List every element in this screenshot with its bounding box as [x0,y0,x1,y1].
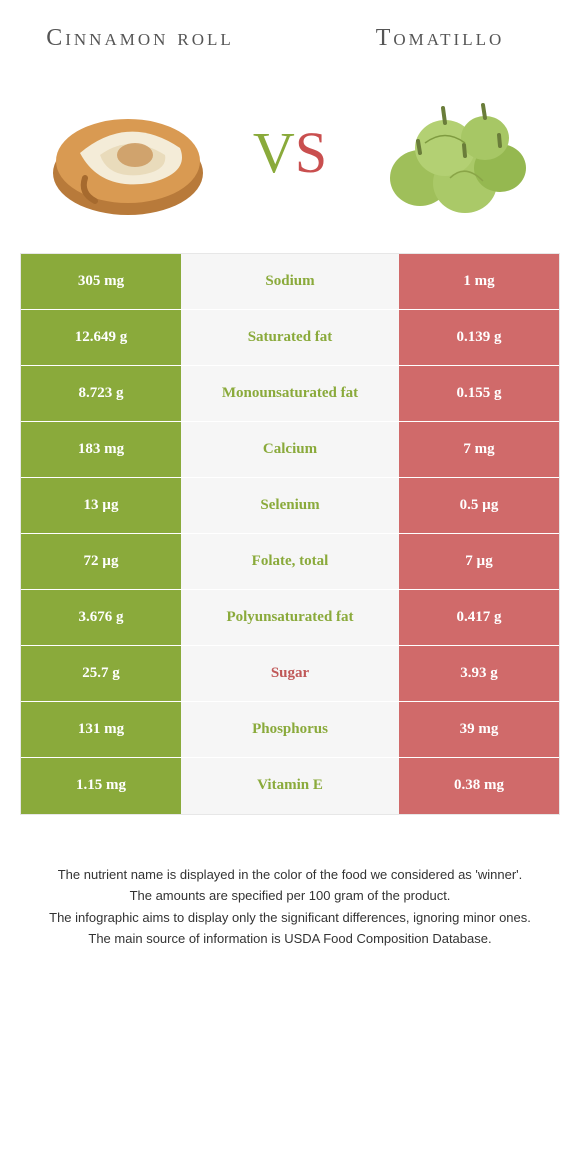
hero-row: VS [0,63,580,253]
value-right: 0.417 g [399,590,559,645]
header: Cinnamon roll Tomatillo [0,0,580,63]
value-left: 305 mg [21,254,181,309]
value-left: 13 µg [21,478,181,533]
nutrient-table: 305 mgSodium1 mg12.649 gSaturated fat0.1… [20,253,560,815]
nutrient-label: Vitamin E [181,758,399,814]
nutrient-label: Sodium [181,254,399,309]
value-right: 3.93 g [399,646,559,701]
value-right: 7 mg [399,422,559,477]
tomatillo-image [365,83,540,223]
value-right: 0.38 mg [399,758,559,814]
vs-label: VS [253,119,327,186]
cinnamon-roll-image [40,83,215,223]
nutrient-row: 305 mgSodium1 mg [21,254,559,310]
value-right: 39 mg [399,702,559,757]
nutrient-label: Phosphorus [181,702,399,757]
nutrient-label: Polyunsaturated fat [181,590,399,645]
food-title-right: Tomatillo [340,25,540,53]
nutrient-row: 12.649 gSaturated fat0.139 g [21,310,559,366]
nutrient-row: 1.15 mgVitamin E0.38 mg [21,758,559,814]
vs-v: V [253,119,295,186]
value-right: 0.139 g [399,310,559,365]
value-right: 7 µg [399,534,559,589]
value-left: 72 µg [21,534,181,589]
nutrient-label: Saturated fat [181,310,399,365]
nutrient-row: 13 µgSelenium0.5 µg [21,478,559,534]
value-left: 3.676 g [21,590,181,645]
value-left: 183 mg [21,422,181,477]
value-left: 8.723 g [21,366,181,421]
nutrient-row: 3.676 gPolyunsaturated fat0.417 g [21,590,559,646]
nutrient-row: 25.7 gSugar3.93 g [21,646,559,702]
vs-s: S [295,119,327,186]
footer-line-4: The main source of information is USDA F… [30,929,550,949]
nutrient-label: Monounsaturated fat [181,366,399,421]
nutrient-label: Sugar [181,646,399,701]
value-right: 0.5 µg [399,478,559,533]
nutrient-label: Calcium [181,422,399,477]
nutrient-row: 8.723 gMonounsaturated fat0.155 g [21,366,559,422]
value-left: 1.15 mg [21,758,181,814]
food-title-left: Cinnamon roll [40,25,240,53]
nutrient-row: 131 mgPhosphorus39 mg [21,702,559,758]
footer-line-3: The infographic aims to display only the… [30,908,550,928]
nutrient-row: 72 µgFolate, total7 µg [21,534,559,590]
footer-line-2: The amounts are specified per 100 gram o… [30,886,550,906]
value-right: 0.155 g [399,366,559,421]
nutrient-row: 183 mgCalcium7 mg [21,422,559,478]
nutrient-label: Folate, total [181,534,399,589]
value-left: 25.7 g [21,646,181,701]
value-left: 131 mg [21,702,181,757]
footer-line-1: The nutrient name is displayed in the co… [30,865,550,885]
nutrient-label: Selenium [181,478,399,533]
value-left: 12.649 g [21,310,181,365]
footer-notes: The nutrient name is displayed in the co… [0,815,580,949]
value-right: 1 mg [399,254,559,309]
